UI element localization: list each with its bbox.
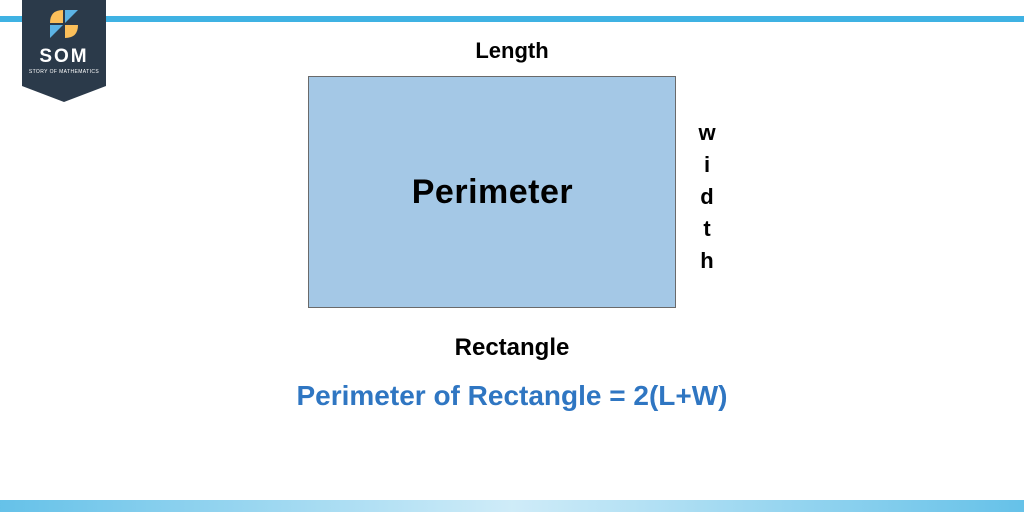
width-letter: d [698,186,715,208]
width-letter: t [698,218,715,240]
shape-name-label: Rectangle [455,334,570,362]
top-accent-bar [0,16,1024,22]
width-letter: w [698,122,715,144]
width-letter: i [698,154,715,176]
formula-text: Perimeter of Rectangle = 2(L+W) [296,380,727,412]
rectangle-shape: Perimeter [308,76,676,308]
width-label: width [698,122,715,272]
perimeter-text: Perimeter [412,173,573,212]
length-label: Length [475,38,548,64]
bottom-accent-bar [0,500,1024,512]
width-letter: h [698,250,715,272]
rectangle-row: Perimeter width [308,76,715,308]
diagram-content: Length Perimeter width Rectangle Perimet… [0,30,1024,490]
